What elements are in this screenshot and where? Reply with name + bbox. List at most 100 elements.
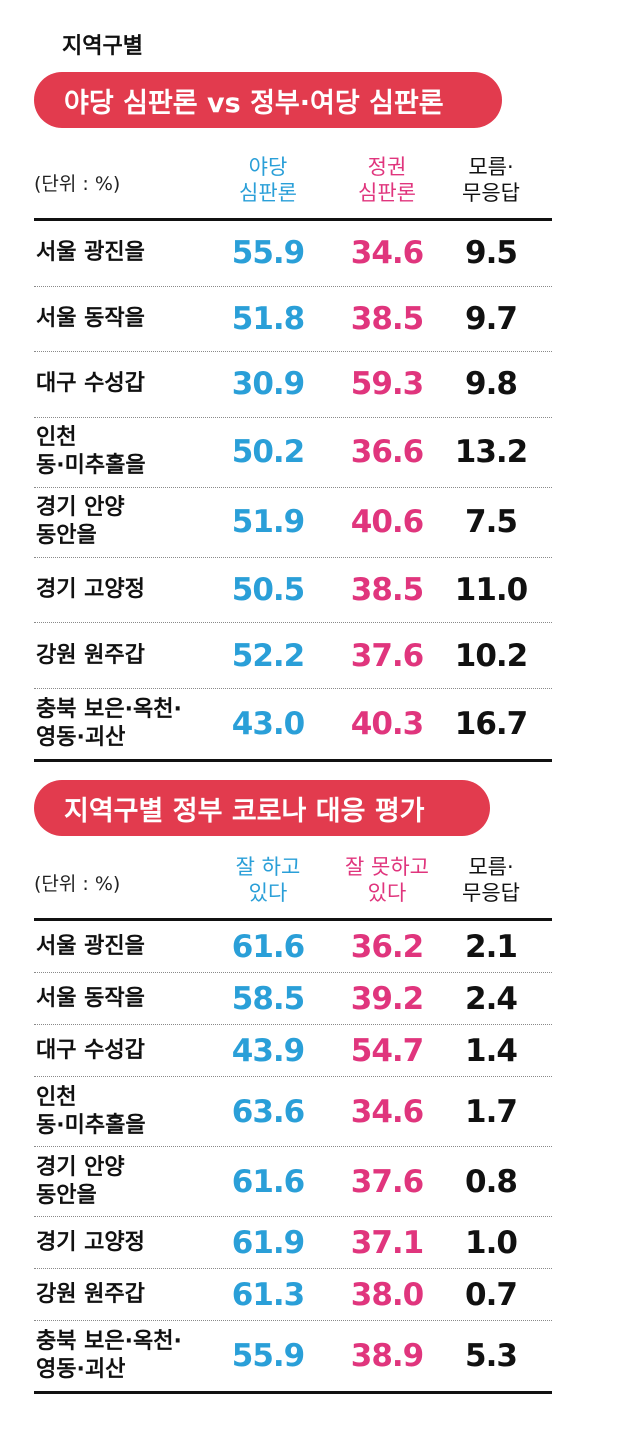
table-row: 경기 안양 동안을 61.6 37.6 0.8 <box>34 1147 552 1217</box>
row-value-col1: 50.2 <box>231 434 306 471</box>
row-value-col2: 38.5 <box>350 572 425 609</box>
bottom-rule <box>34 1391 552 1394</box>
data-table: (단위 : %) 야당 심판론 정권 심판론 모름· 무응답 서울 광진을 55.… <box>34 140 552 762</box>
row-label: 경기 안양 동안을 <box>36 495 125 549</box>
row-value-col1: 55.9 <box>231 235 306 272</box>
column-header-1: 잘 하고 있다 <box>235 855 301 905</box>
table-row: 경기 고양정 61.9 37.1 1.0 <box>34 1217 552 1269</box>
row-value-col3: 9.5 <box>465 235 518 272</box>
row-label: 서울 동작을 <box>36 305 145 331</box>
row-value-col2: 37.1 <box>350 1224 425 1261</box>
row-value-col2: 40.6 <box>350 504 425 541</box>
row-label: 충북 보은·옥천· 영동·괴산 <box>36 1329 182 1382</box>
table-row: 대구 수성갑 30.9 59.3 9.8 <box>34 352 552 418</box>
row-value-col2: 36.6 <box>350 434 425 471</box>
row-value-col1: 61.3 <box>231 1276 306 1313</box>
row-value-col3: 5.3 <box>465 1338 518 1374</box>
table-row: 강원 원주갑 52.2 37.6 10.2 <box>34 623 552 689</box>
table-row: 서울 동작을 58.5 39.2 2.4 <box>34 973 552 1025</box>
row-value-col1: 58.5 <box>231 980 306 1017</box>
row-value-col2: 37.6 <box>350 1163 425 1200</box>
row-label: 강원 원주갑 <box>36 642 145 668</box>
table-row: 충북 보은·옥천· 영동·괴산 55.9 38.9 5.3 <box>34 1321 552 1391</box>
row-value-col2: 39.2 <box>350 980 425 1017</box>
column-header-2: 잘 못하고 있다 <box>345 855 429 905</box>
row-value-col3: 11.0 <box>454 572 529 609</box>
table-body: 서울 광진을 61.6 36.2 2.1 서울 동작을 58.5 39.2 2.4 대구 수성갑… <box>34 921 552 1391</box>
row-value-col1: 61.9 <box>231 1224 306 1261</box>
row-value-col3: 1.4 <box>465 1032 518 1069</box>
row-label: 경기 안양 동안을 <box>36 1154 125 1208</box>
row-value-col3: 0.7 <box>465 1276 518 1313</box>
table-header: (단위 : %) 야당 심판론 정권 심판론 모름· 무응답 <box>34 140 552 218</box>
row-value-col1: 55.9 <box>231 1338 306 1374</box>
row-value-col3: 13.2 <box>454 434 529 471</box>
table-row: 대구 수성갑 43.9 54.7 1.4 <box>34 1025 552 1077</box>
row-value-col3: 2.4 <box>465 980 518 1017</box>
row-value-col1: 61.6 <box>231 928 306 965</box>
row-value-col2: 37.6 <box>350 637 425 674</box>
row-value-col3: 16.7 <box>454 705 529 742</box>
row-value-col1: 63.6 <box>231 1093 306 1130</box>
row-value-col3: 1.0 <box>465 1224 518 1261</box>
unit-label: (단위 : %) <box>34 173 121 195</box>
table-row: 서울 광진을 61.6 36.2 2.1 <box>34 921 552 973</box>
row-value-col3: 2.1 <box>465 928 518 965</box>
table-title-pill: 지역구별 정부 코로나 대응 평가 <box>34 780 490 836</box>
row-value-col1: 61.6 <box>231 1163 306 1200</box>
row-value-col1: 51.9 <box>231 504 306 541</box>
row-value-col3: 7.5 <box>465 504 518 541</box>
row-value-col1: 52.2 <box>231 637 306 674</box>
table-body: 서울 광진을 55.9 34.6 9.5 서울 동작을 51.8 38.5 9.7 대구 수성갑… <box>34 221 552 759</box>
table-header: (단위 : %) 잘 하고 있다 잘 못하고 있다 모름· 무응답 <box>34 840 552 918</box>
row-label: 서울 동작을 <box>36 985 145 1011</box>
row-label: 인천 동·미추홀을 <box>36 425 146 479</box>
row-value-col3: 9.7 <box>465 300 518 337</box>
row-label: 서울 광진을 <box>36 933 145 959</box>
row-label: 강원 원주갑 <box>36 1281 145 1307</box>
row-label: 충북 보은·옥천· 영동·괴산 <box>36 696 182 750</box>
column-header-2: 정권 심판론 <box>358 155 416 205</box>
header-rule <box>34 218 552 221</box>
row-value-col3: 10.2 <box>454 637 529 674</box>
unit-label: (단위 : %) <box>34 873 121 895</box>
column-header-3: 모름· 무응답 <box>462 155 520 205</box>
row-label: 대구 수성갑 <box>36 1037 145 1063</box>
row-value-col2: 59.3 <box>350 366 425 403</box>
bottom-rule <box>34 758 552 762</box>
column-header-1: 야당 심판론 <box>239 155 297 205</box>
table-row: 인천 동·미추홀을 50.2 36.6 13.2 <box>34 418 552 488</box>
row-label: 경기 고양정 <box>36 577 145 603</box>
row-value-col2: 38.9 <box>350 1338 425 1374</box>
row-value-col2: 38.5 <box>350 300 425 337</box>
table-row: 충북 보은·옥천· 영동·괴산 43.0 40.3 16.7 <box>34 689 552 759</box>
row-value-col2: 34.6 <box>350 235 425 272</box>
table-row: 경기 안양 동안을 51.9 40.6 7.5 <box>34 488 552 558</box>
table-row: 인천 동·미추홀을 63.6 34.6 1.7 <box>34 1077 552 1147</box>
row-value-col1: 51.8 <box>231 300 306 337</box>
row-label: 대구 수성갑 <box>36 371 145 397</box>
row-value-col3: 1.7 <box>465 1093 518 1130</box>
data-table: (단위 : %) 잘 하고 있다 잘 못하고 있다 모름· 무응답 서울 광진을… <box>34 840 552 1394</box>
row-value-col2: 38.0 <box>350 1276 425 1313</box>
table-row: 서울 동작을 51.8 38.5 9.7 <box>34 287 552 353</box>
column-header-3: 모름· 무응답 <box>462 855 520 905</box>
row-value-col2: 40.3 <box>350 705 425 742</box>
row-value-col1: 30.9 <box>231 366 306 403</box>
table-row: 서울 광진을 55.9 34.6 9.5 <box>34 221 552 287</box>
row-label: 인천 동·미추홀을 <box>36 1084 146 1138</box>
row-value-col2: 54.7 <box>350 1032 425 1069</box>
row-value-col2: 36.2 <box>350 928 425 965</box>
row-value-col3: 9.8 <box>465 366 518 403</box>
row-label: 경기 고양정 <box>36 1229 145 1255</box>
row-value-col1: 50.5 <box>231 572 306 609</box>
header-rule <box>34 918 552 921</box>
row-value-col1: 43.0 <box>231 705 306 742</box>
row-value-col3: 0.8 <box>465 1163 518 1200</box>
row-value-col2: 34.6 <box>350 1093 425 1130</box>
row-value-col1: 43.9 <box>231 1032 306 1069</box>
row-label: 서울 광진을 <box>36 240 145 266</box>
table-title-pill: 야당 심판론 vs 정부·여당 심판론 <box>34 72 502 128</box>
table-row: 경기 고양정 50.5 38.5 11.0 <box>34 558 552 624</box>
table-row: 강원 원주갑 61.3 38.0 0.7 <box>34 1269 552 1321</box>
